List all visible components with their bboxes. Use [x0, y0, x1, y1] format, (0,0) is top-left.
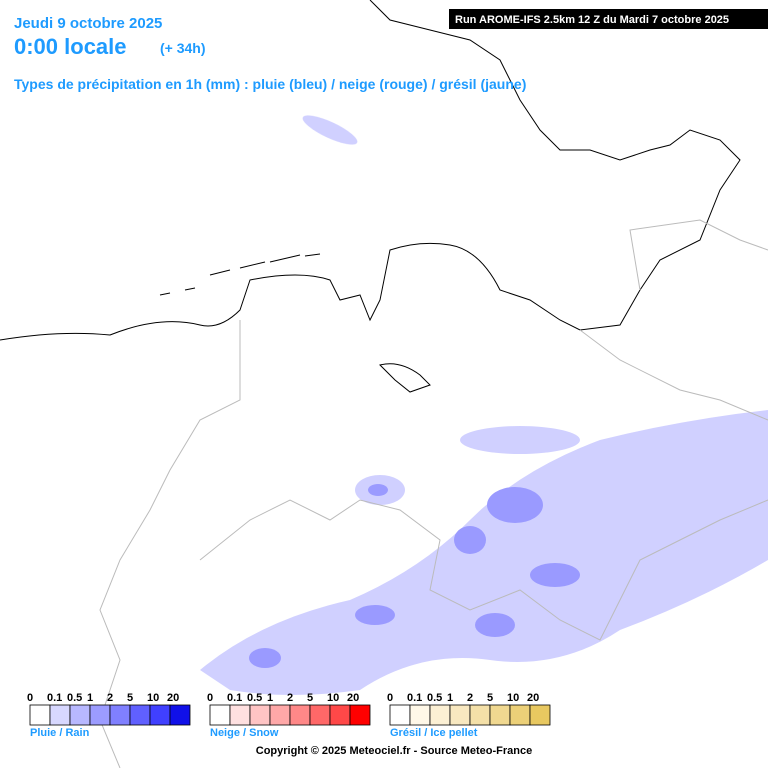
- legend-tick: 20: [347, 692, 359, 704]
- date: Jeudi 9 octobre 2025: [14, 15, 162, 32]
- rain-area: [487, 487, 543, 523]
- legend-tick: 0.5: [427, 692, 442, 704]
- legend-swatch: [29, 704, 51, 726]
- legend-tick: 2: [287, 692, 293, 704]
- subtitle: Types de précipitation en 1h (mm) : plui…: [14, 76, 526, 92]
- legend-swatch: [449, 704, 471, 726]
- rain-area: [640, 430, 720, 570]
- legend-tick: 2: [467, 692, 473, 704]
- legend-tick: 10: [327, 692, 339, 704]
- rain-area: [302, 115, 358, 145]
- borders: [99, 219, 768, 768]
- legend-swatch: [309, 704, 331, 726]
- coastlines: [0, 0, 741, 393]
- legend-swatch: [329, 704, 351, 726]
- legend-tick: 1: [87, 692, 93, 704]
- precipitation-heavy: [249, 484, 580, 668]
- legend-tick: 2: [107, 692, 113, 704]
- border: [199, 499, 768, 641]
- legend-swatch: [289, 704, 311, 726]
- rain-area: [368, 484, 388, 496]
- rain-area: [475, 613, 515, 637]
- legend-swatch: [169, 704, 191, 726]
- legend-swatch: [229, 704, 251, 726]
- legend-tick: 0: [207, 692, 213, 704]
- islands: [159, 253, 321, 296]
- legend-swatch: [389, 704, 411, 726]
- border: [629, 219, 768, 291]
- legend-tick: 5: [127, 692, 133, 704]
- border: [99, 320, 241, 768]
- legend-tick: 0.5: [247, 692, 262, 704]
- time: 0:00 locale: [14, 34, 127, 59]
- legend-swatch: [49, 704, 71, 726]
- legend-tick: 0: [387, 692, 393, 704]
- legend-tick: 0: [27, 692, 33, 704]
- rain-area: [454, 526, 486, 554]
- legend-swatch: [429, 704, 451, 726]
- legend-label: Pluie / Rain: [30, 727, 90, 739]
- rain-area: [460, 426, 580, 454]
- rain-area: [249, 648, 281, 668]
- legend-swatch: [409, 704, 431, 726]
- legend-swatch: [109, 704, 131, 726]
- legend-tick: 0.1: [47, 692, 62, 704]
- run-banner: [449, 9, 768, 29]
- legend-label: Grésil / Ice pellet: [390, 727, 478, 739]
- lead-time: (+ 34h): [160, 40, 206, 56]
- rain-area: [355, 605, 395, 625]
- legend-swatch: [349, 704, 371, 726]
- legend-tick: 1: [267, 692, 273, 704]
- legend-tick: 5: [487, 692, 493, 704]
- legend-swatch: [129, 704, 151, 726]
- rain-area: [530, 563, 580, 587]
- border: [579, 329, 768, 421]
- run-info: Run AROME-IFS 2.5km 12 Z du Mardi 7 octo…: [455, 14, 729, 26]
- legend-swatch: [89, 704, 111, 726]
- lake: [379, 363, 431, 393]
- legend-tick: 5: [307, 692, 313, 704]
- coastline: [0, 0, 741, 341]
- legend-swatch: [489, 704, 511, 726]
- legend-swatch: [509, 704, 531, 726]
- copyright: Copyright © 2025 Meteociel.fr - Source M…: [256, 745, 532, 757]
- legend-swatch: [249, 704, 271, 726]
- legend-tick: 0.1: [407, 692, 422, 704]
- legend-tick: 0.5: [67, 692, 82, 704]
- legend-swatch: [209, 704, 231, 726]
- legend-swatch: [529, 704, 551, 726]
- legend-tick: 1: [447, 692, 453, 704]
- legend-tick: 20: [167, 692, 179, 704]
- legend-swatch: [269, 704, 291, 726]
- legend-swatch: [469, 704, 491, 726]
- legend-tick: 20: [527, 692, 539, 704]
- legend-tick: 10: [507, 692, 519, 704]
- rain-area: [200, 410, 768, 695]
- legend-tick: 0.1: [227, 692, 242, 704]
- legend-label: Neige / Snow: [210, 727, 279, 739]
- legend-swatch: [149, 704, 171, 726]
- precipitation: [200, 115, 768, 695]
- legend-tick: 10: [147, 692, 159, 704]
- legend-swatch: [69, 704, 91, 726]
